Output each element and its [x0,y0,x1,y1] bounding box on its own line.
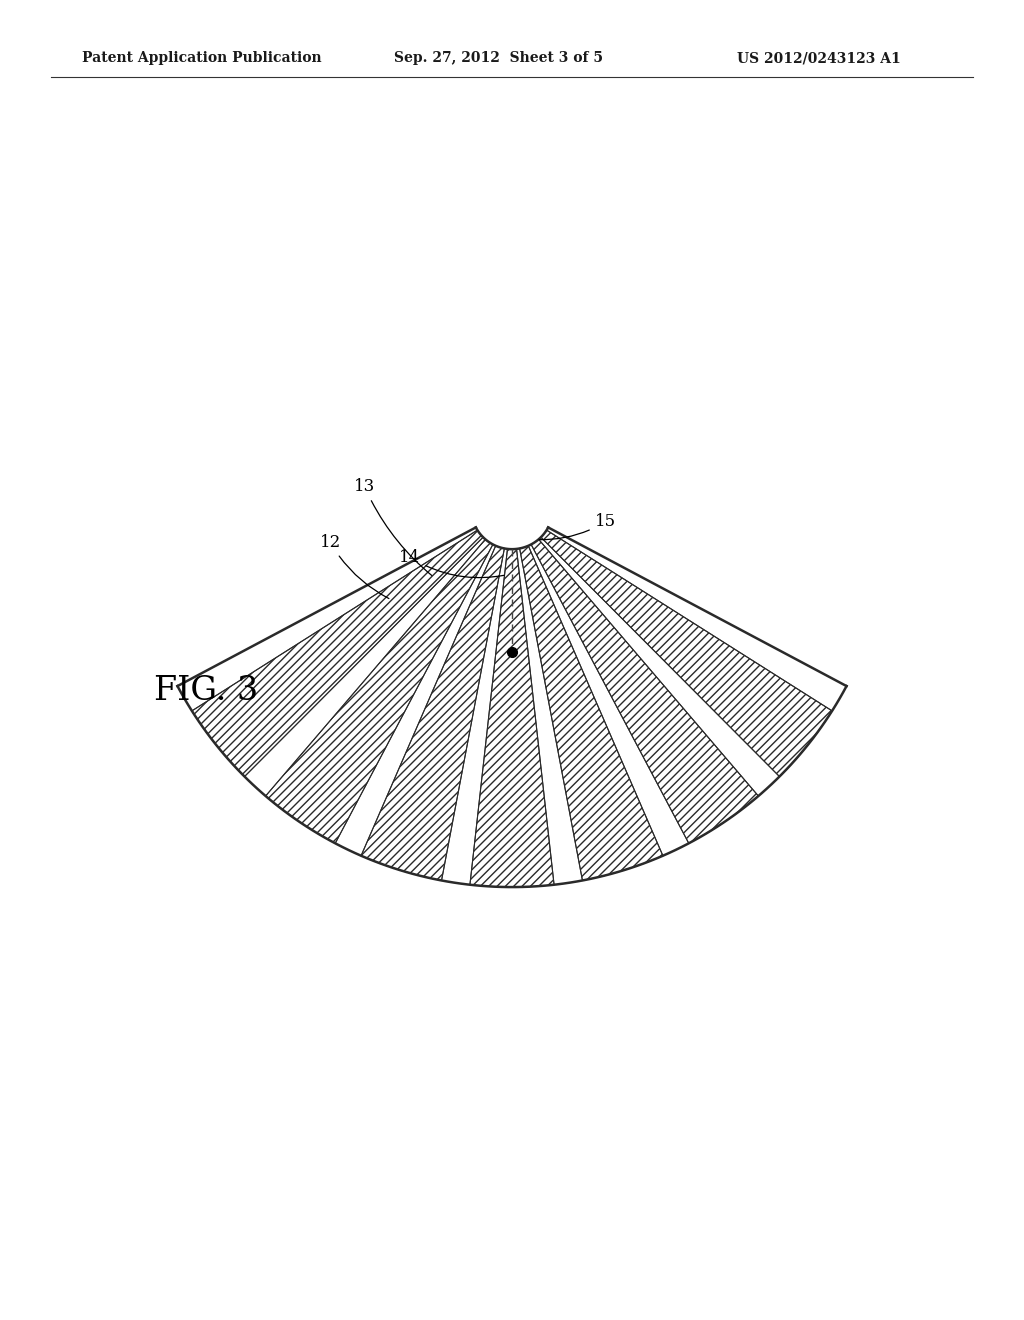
Polygon shape [361,545,505,880]
Text: 15: 15 [539,513,615,540]
Text: 14: 14 [399,549,504,578]
Text: Patent Application Publication: Patent Application Publication [82,51,322,65]
Polygon shape [177,528,847,887]
Polygon shape [541,531,833,776]
Polygon shape [531,540,759,843]
Text: 12: 12 [319,535,389,598]
Polygon shape [470,549,554,887]
Text: Sep. 27, 2012  Sheet 3 of 5: Sep. 27, 2012 Sheet 3 of 5 [394,51,603,65]
Polygon shape [519,545,663,880]
Text: US 2012/0243123 A1: US 2012/0243123 A1 [737,51,901,65]
Polygon shape [191,531,483,776]
Text: FIG. 3: FIG. 3 [154,675,258,706]
Text: 13: 13 [354,478,432,576]
Polygon shape [265,540,493,843]
